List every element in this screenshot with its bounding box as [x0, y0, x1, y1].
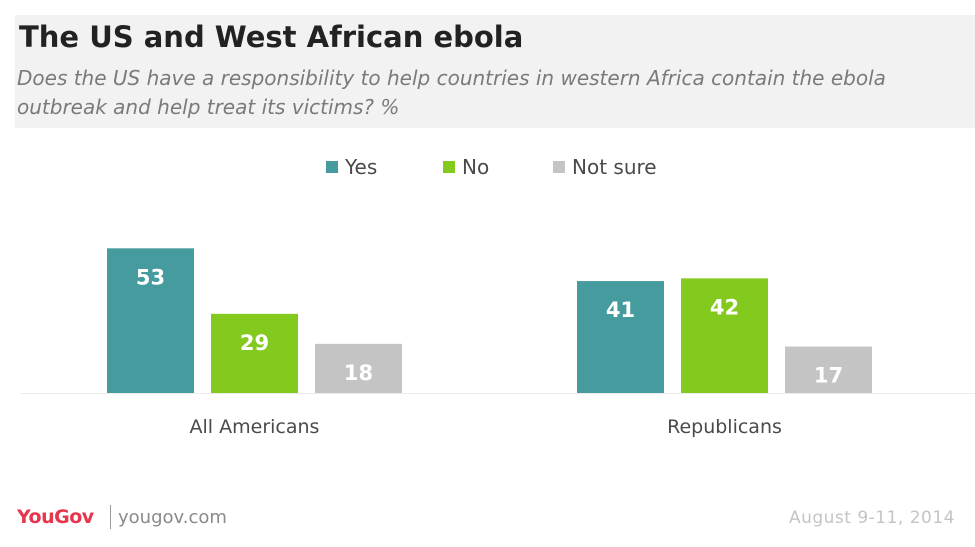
bar-label-no-republicans: 42: [710, 295, 739, 319]
footer-site: yougov.com: [118, 507, 227, 528]
chart-subtitle: Does the US have a responsibility to hel…: [17, 66, 886, 119]
bar-yes-all-americans: [107, 248, 194, 393]
bar-yes-republicans: [577, 281, 664, 393]
category-label-republicans: Republicans: [667, 416, 782, 438]
bar-not-sure-republicans: [785, 346, 872, 393]
bar-label-yes-republicans: 41: [606, 298, 635, 322]
legend-label-no: No: [462, 155, 490, 179]
yougov-logo: YouGov: [17, 506, 94, 528]
chart-title: The US and West African ebola: [19, 20, 524, 54]
footer-date: August 9-11, 2014: [788, 508, 955, 528]
category-label-all-americans: All Americans: [190, 416, 320, 438]
legend-label-yes: Yes: [345, 155, 378, 179]
legend-swatch-not-sure: [553, 161, 565, 173]
bar-no-all-americans: [211, 313, 298, 393]
chart-legend: Yes No Not sure: [0, 154, 975, 180]
legend-swatch-yes: [326, 161, 338, 173]
footer-divider: [110, 505, 111, 529]
bar-label-yes-all-americans: 53: [136, 265, 165, 289]
legend-label-not-sure: Not sure: [572, 155, 657, 179]
legend-swatch-no: [443, 161, 455, 173]
bar-not-sure-all-americans: [315, 343, 402, 393]
bar-label-no-all-americans: 29: [240, 331, 269, 355]
bar-label-not-sure-all-americans: 18: [344, 361, 373, 385]
bar-no-republicans: [681, 278, 768, 393]
bar-label-not-sure-republicans: 17: [814, 364, 843, 388]
chart-header: The US and West African ebola Does the U…: [15, 15, 975, 128]
